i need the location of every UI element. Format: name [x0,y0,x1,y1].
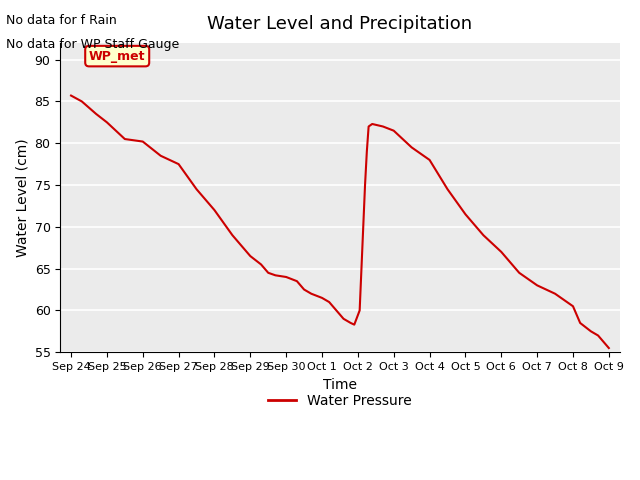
Text: WP_met: WP_met [89,49,145,62]
Legend: Water Pressure: Water Pressure [262,388,417,413]
Title: Water Level and Precipitation: Water Level and Precipitation [207,15,472,33]
X-axis label: Time: Time [323,377,357,392]
Text: No data for f Rain: No data for f Rain [6,14,117,27]
Text: No data for WP Staff Gauge: No data for WP Staff Gauge [6,38,180,51]
Y-axis label: Water Level (cm): Water Level (cm) [15,138,29,257]
